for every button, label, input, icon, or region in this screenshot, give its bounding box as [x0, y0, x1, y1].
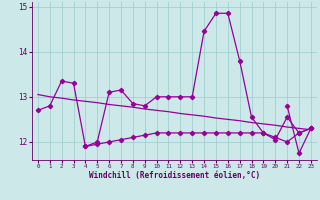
- X-axis label: Windchill (Refroidissement éolien,°C): Windchill (Refroidissement éolien,°C): [89, 171, 260, 180]
